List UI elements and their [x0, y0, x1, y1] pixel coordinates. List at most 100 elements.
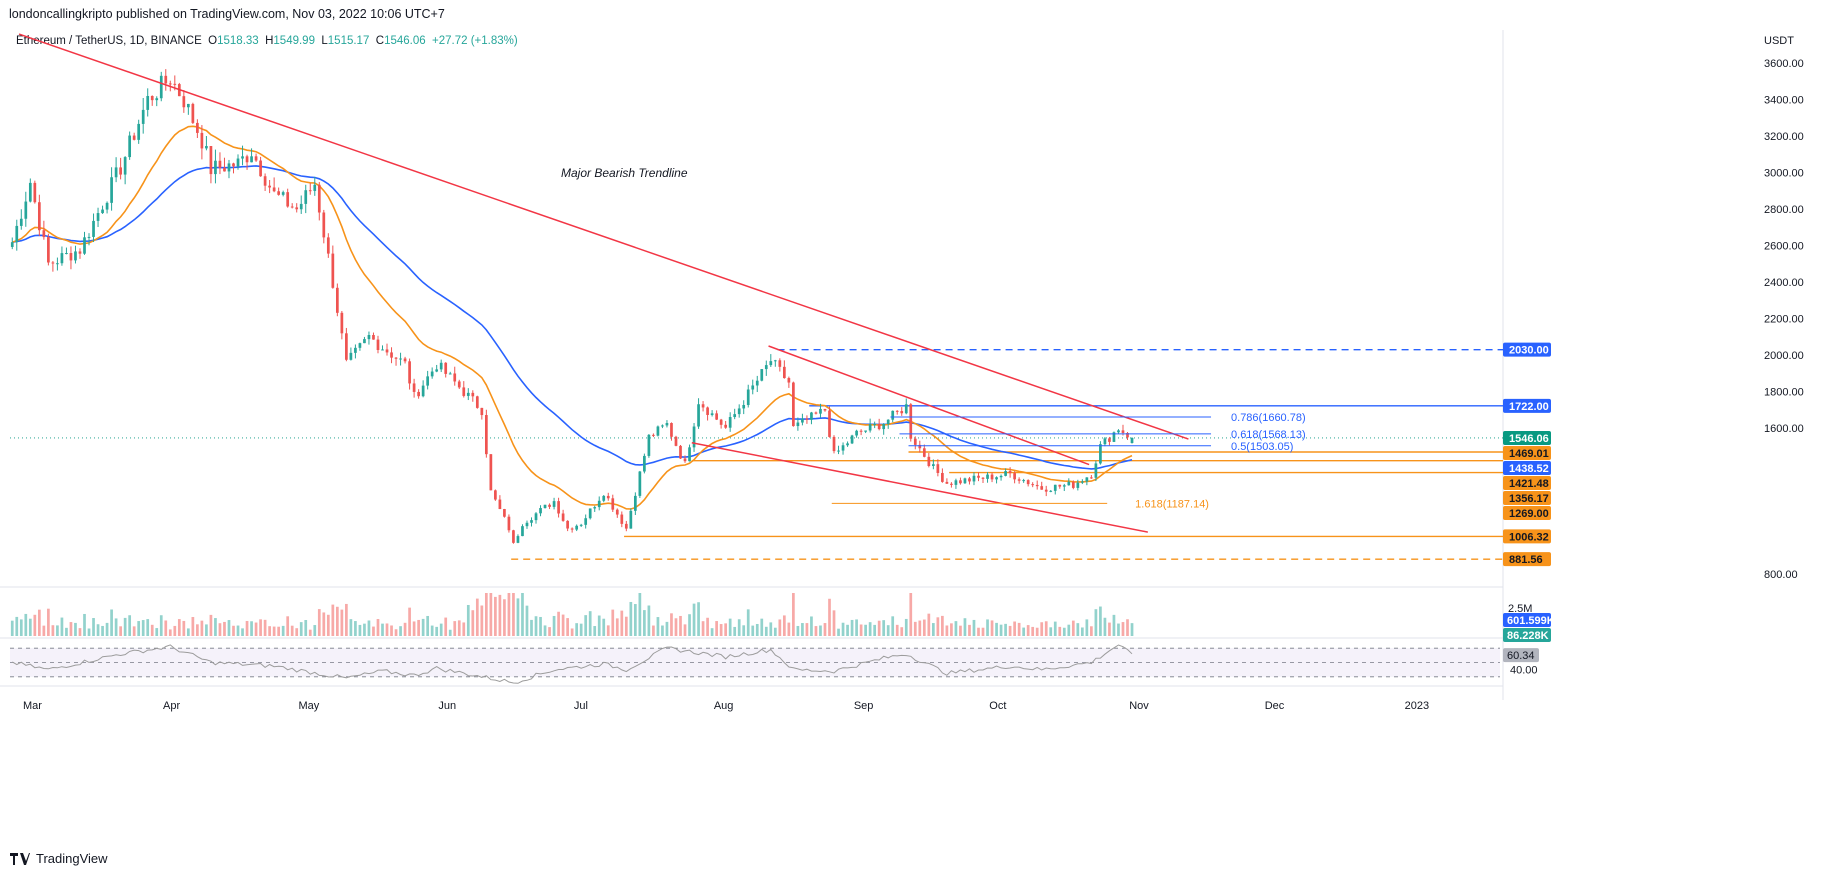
- candle-body: [981, 477, 985, 479]
- candle-body: [769, 361, 773, 366]
- candle-body: [579, 524, 583, 526]
- candle-body: [92, 220, 95, 237]
- close-value: 1546.06: [384, 35, 426, 47]
- volume-bar: [78, 628, 82, 636]
- volume-bar: [548, 627, 551, 636]
- candle-body: [859, 430, 863, 432]
- volume-bar: [1026, 625, 1030, 636]
- fib-level-label: 0.5(1503.05): [1231, 441, 1293, 453]
- price-axis-badge: [1503, 490, 1551, 505]
- candle-body: [78, 251, 82, 254]
- volume-bar: [995, 622, 998, 636]
- volume-bar: [281, 625, 285, 636]
- volume-bar: [290, 625, 294, 636]
- candle-body: [900, 411, 904, 414]
- y-tick-label: 2600.00: [1764, 241, 1804, 253]
- volume-bar: [507, 593, 511, 636]
- volume-bar: [205, 624, 208, 636]
- volume-bar: [706, 617, 709, 636]
- volume-bar: [801, 623, 804, 636]
- candle-body: [1008, 471, 1012, 474]
- candle-body: [593, 507, 597, 509]
- candle-body: [412, 383, 416, 392]
- volume-bar: [164, 620, 168, 636]
- candle-body: [489, 454, 493, 491]
- volume-bar: [421, 618, 425, 636]
- candle-body: [173, 83, 177, 85]
- volume-bar: [363, 623, 366, 636]
- candle-body: [656, 426, 660, 436]
- volume-bar: [959, 625, 962, 636]
- candle-body: [155, 98, 159, 101]
- candle-body: [629, 510, 633, 529]
- candle-body: [805, 418, 809, 420]
- volume-bar: [521, 593, 524, 636]
- candle-body: [728, 417, 732, 428]
- volume-bar: [367, 620, 371, 636]
- candle-body: [787, 378, 791, 383]
- price-axis-badge: [1503, 505, 1551, 520]
- volume-bar: [963, 618, 967, 636]
- candle-body: [733, 414, 737, 418]
- volume-bar: [1013, 621, 1016, 636]
- price-axis-badge: [1503, 529, 1551, 544]
- volume-bar: [218, 623, 222, 636]
- volume-bar: [245, 620, 249, 636]
- candle-body: [286, 192, 290, 207]
- candle-body: [850, 435, 854, 444]
- candle-body: [326, 237, 330, 254]
- candle-body: [552, 501, 556, 507]
- candle-body: [1126, 432, 1129, 438]
- volume-bar: [426, 615, 430, 636]
- candle-body: [633, 495, 637, 511]
- high-value: 1549.99: [273, 35, 315, 47]
- candle-body: [430, 371, 434, 377]
- volume-bar: [819, 625, 822, 636]
- tradingview-footer[interactable]: TradingView: [10, 851, 108, 866]
- volume-bar: [51, 625, 55, 636]
- volume-bar: [643, 610, 646, 636]
- candle-body: [1004, 471, 1007, 476]
- candle-body: [570, 528, 574, 530]
- candle-body: [241, 156, 244, 159]
- volume-bar: [236, 625, 240, 636]
- candle-body: [968, 478, 971, 482]
- price-axis-label: 1356.17: [1509, 493, 1549, 505]
- volume-bar: [489, 593, 493, 636]
- candle-body: [399, 358, 402, 360]
- candle-body: [439, 362, 443, 370]
- volume-bar: [272, 626, 276, 636]
- candle-body: [543, 504, 547, 509]
- volume-bar: [670, 613, 673, 636]
- volume-bar: [552, 615, 556, 636]
- candle-body: [683, 458, 687, 462]
- candle-body: [1112, 432, 1116, 442]
- candle-body: [10, 242, 14, 247]
- candle-body: [954, 480, 958, 485]
- candle-body: [209, 146, 213, 175]
- volume-bar: [403, 622, 407, 636]
- candle-body: [977, 475, 980, 478]
- candle-body: [448, 373, 452, 375]
- volume-bar: [1031, 626, 1035, 636]
- volume-bar: [751, 625, 755, 636]
- volume-bar: [92, 618, 95, 636]
- volume-bar: [457, 620, 461, 636]
- candle-body: [615, 509, 619, 515]
- candle-body: [710, 413, 714, 415]
- candle-body: [868, 424, 872, 431]
- volume-bar: [453, 621, 457, 636]
- volume-bar: [209, 614, 213, 636]
- volume-bar: [1004, 623, 1007, 636]
- volume-bar: [1058, 626, 1062, 636]
- candle-body: [832, 436, 836, 452]
- volume-bar: [792, 593, 795, 636]
- candle-body: [503, 509, 506, 517]
- volume-bar: [471, 610, 475, 636]
- candle-body: [480, 407, 484, 416]
- volume-bar: [1126, 619, 1129, 636]
- candle-body: [819, 408, 822, 414]
- volume-bar: [841, 622, 845, 636]
- candle-body: [828, 410, 831, 437]
